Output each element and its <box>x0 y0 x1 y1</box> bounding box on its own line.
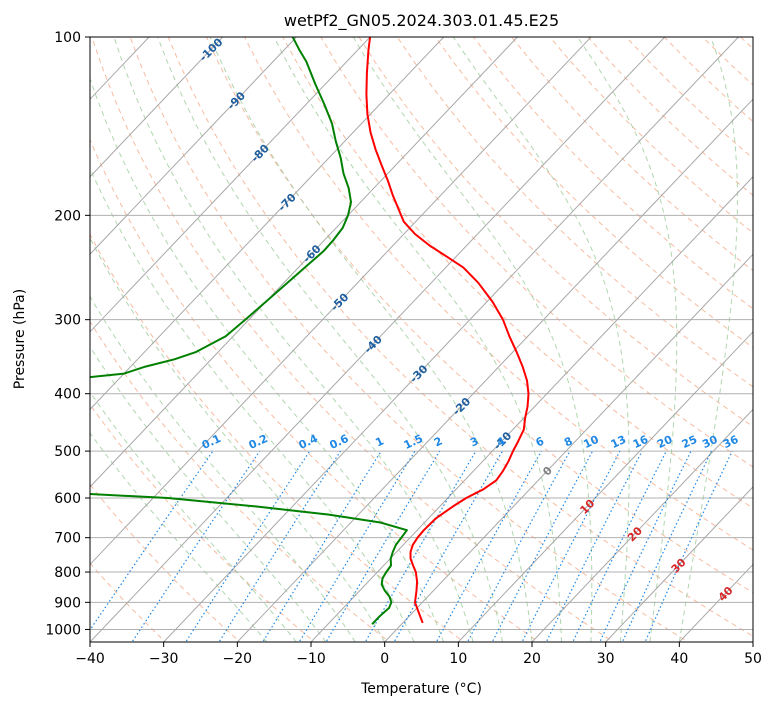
chart-title: wetPf2_GN05.2024.303.01.45.E25 <box>284 11 559 31</box>
mixing-ratio-line <box>90 450 214 631</box>
dry-adiabat-line <box>282 37 753 509</box>
mixing-ratio-label: 13 <box>609 433 628 451</box>
y-axis-label: Pressure (hPa) <box>12 289 28 389</box>
dry-adiabat-line <box>320 37 753 468</box>
mixing-ratio-line <box>185 450 311 642</box>
mixing-ratio-line <box>599 450 692 642</box>
isotherm-line <box>90 37 592 566</box>
isotherm-line <box>90 37 519 488</box>
moist-adiabat-line <box>577 37 678 642</box>
moist-adiabat-line <box>90 346 327 642</box>
y-tick-label: 200 <box>54 208 81 224</box>
mixing-ratio-label: 25 <box>680 433 699 451</box>
mixing-ratio-label: 16 <box>631 433 651 451</box>
mixing-ratio-line <box>325 450 441 642</box>
y-tick-label: 300 <box>54 313 81 329</box>
isotherm-line <box>90 37 224 178</box>
moist-adiabat-line <box>352 37 593 642</box>
y-tick-label: 100 <box>54 30 81 46</box>
x-tick-label: 0 <box>380 651 389 667</box>
mixing-ratio-line <box>218 450 342 642</box>
x-tick-label: −40 <box>75 651 105 667</box>
x-tick-label: 50 <box>744 651 762 667</box>
isotherm-line <box>531 408 753 642</box>
y-tick-label: 900 <box>54 595 81 611</box>
temperature-profile-line <box>365 37 530 624</box>
y-tick-label: 500 <box>54 444 81 460</box>
isotherm-line <box>162 37 740 642</box>
mixing-ratio-line <box>131 450 261 642</box>
moist-adiabat-line <box>90 391 297 642</box>
mixing-ratio-line <box>521 450 621 642</box>
x-axis-ticks: −40 −30 −20 −10 0 10 20 30 40 50 <box>75 642 762 667</box>
x-axis-label: Temperature (°C) <box>360 681 482 697</box>
moist-adiabat-line <box>90 167 415 642</box>
moist-adiabat-line <box>209 37 533 642</box>
moist-adiabat-line <box>90 77 445 642</box>
moist-adiabat-line <box>452 37 630 642</box>
moist-adiabats <box>90 37 738 642</box>
dry-adiabat-line <box>205 37 753 594</box>
isotherm-line <box>604 486 753 642</box>
isotherm-line <box>236 98 753 642</box>
mixing-ratio-line <box>262 450 382 642</box>
dry-adiabat-line <box>129 37 690 642</box>
mixing-ratio-label: 20 <box>655 433 675 451</box>
isotherm-line <box>90 37 666 642</box>
moist-adiabat-line <box>157 37 503 642</box>
x-tick-label: 10 <box>449 651 467 667</box>
mixing-ratio-label: 36 <box>721 433 741 451</box>
mixing-ratio-line <box>491 450 594 642</box>
y-tick-label: 800 <box>54 565 81 581</box>
dry-adiabat-line <box>358 37 753 428</box>
isotherm-line <box>90 37 371 333</box>
dry-adiabat-line <box>244 37 753 551</box>
mixing-ratio-label: 10 <box>581 433 601 451</box>
isotherm-line <box>383 253 753 642</box>
mixing-ratio-line <box>364 450 477 642</box>
isotherm-line <box>90 37 298 256</box>
mixing-ratio-label: 30 <box>700 433 720 451</box>
plot-frame <box>89 36 754 643</box>
y-tick-label: 1000 <box>45 622 81 638</box>
moist-adiabat-line <box>90 237 386 642</box>
isotherm-line <box>90 37 445 411</box>
profile-series <box>90 37 530 625</box>
x-tick-label: −10 <box>296 651 326 667</box>
x-tick-label: 30 <box>597 651 615 667</box>
isotherm-line <box>457 331 753 642</box>
x-tick-label: −30 <box>149 651 179 667</box>
dry-adiabat-line <box>434 37 753 349</box>
mixing-ratio-line <box>466 450 571 642</box>
isotherm-line <box>310 176 753 642</box>
y-tick-label: 700 <box>54 531 81 547</box>
dewpoint-profile-line <box>90 37 408 625</box>
moist-adiabat-line <box>90 295 356 642</box>
x-tick-label: 40 <box>670 651 688 667</box>
x-tick-label: 20 <box>523 651 541 667</box>
y-tick-label: 400 <box>54 387 81 403</box>
skewed-isotherms <box>90 37 753 642</box>
moist-adiabat-line <box>113 37 474 642</box>
moist-adiabat-line <box>678 37 738 642</box>
y-axis-ticks: 100 200 300 400 500 600 700 800 900 1000 <box>45 30 90 638</box>
x-tick-label: −20 <box>223 651 253 667</box>
dry-adiabat-line <box>90 233 465 642</box>
moist-adiabat-line <box>90 432 268 642</box>
mixing-ratio-line <box>621 450 713 642</box>
y-tick-label: 600 <box>54 491 81 507</box>
mixing-ratio-lines <box>90 450 733 642</box>
moist-adiabat-line <box>273 37 562 642</box>
